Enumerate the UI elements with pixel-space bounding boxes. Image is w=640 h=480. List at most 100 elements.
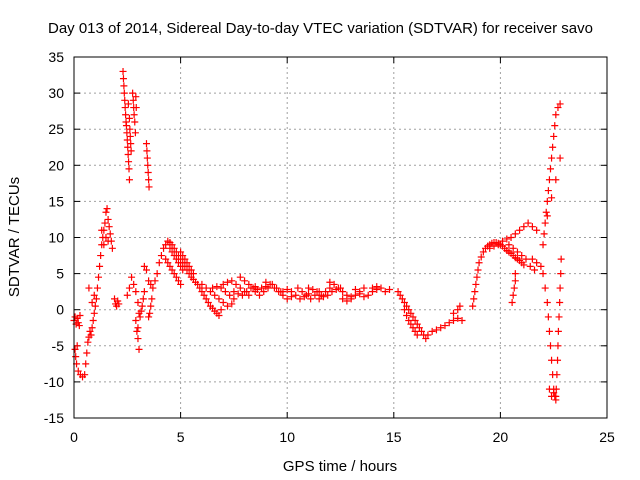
- data-point: [251, 288, 259, 296]
- data-point: [552, 176, 560, 184]
- data-point: [554, 104, 562, 112]
- data-point: [511, 230, 519, 238]
- data-point: [544, 313, 552, 321]
- y-tick-label: 25: [48, 121, 64, 137]
- data-point: [548, 356, 556, 364]
- data-point: [145, 313, 153, 321]
- data-point: [174, 277, 182, 285]
- y-tick-label: 10: [48, 230, 64, 246]
- data-point: [166, 262, 174, 270]
- data-point: [101, 219, 109, 227]
- data-point: [456, 302, 464, 310]
- data-point: [124, 143, 132, 151]
- data-point: [90, 291, 98, 299]
- data-point: [396, 291, 404, 299]
- data-point: [360, 284, 368, 292]
- data-point: [557, 255, 565, 263]
- data-point: [215, 295, 223, 303]
- data-point: [553, 371, 561, 379]
- data-point: [143, 147, 151, 155]
- data-point: [88, 298, 96, 306]
- x-tick-label: 15: [386, 429, 402, 445]
- data-point: [400, 298, 408, 306]
- data-point: [415, 324, 423, 332]
- data-point: [219, 280, 227, 288]
- data-point: [472, 280, 480, 288]
- data-point: [217, 284, 225, 292]
- data-point: [475, 259, 483, 267]
- data-point: [137, 307, 145, 315]
- data-point: [509, 291, 517, 299]
- data-point: [140, 288, 148, 296]
- data-point: [155, 259, 163, 267]
- data-point: [125, 176, 133, 184]
- data-point: [324, 291, 332, 299]
- data-point: [181, 255, 189, 263]
- data-point: [86, 327, 94, 335]
- data-point: [398, 295, 406, 303]
- data-point: [177, 248, 185, 256]
- data-point: [543, 212, 551, 220]
- data-point: [445, 319, 453, 327]
- data-point: [294, 284, 302, 292]
- data-point: [411, 327, 419, 335]
- data-point: [556, 154, 564, 162]
- data-point: [104, 237, 112, 245]
- data-point: [522, 255, 530, 263]
- data-point: [236, 284, 244, 292]
- data-point: [144, 169, 152, 177]
- data-point: [166, 244, 174, 252]
- data-point: [307, 295, 315, 303]
- data-point: [85, 284, 93, 292]
- data-point: [449, 317, 457, 325]
- data-point: [224, 278, 232, 286]
- data-point: [76, 311, 84, 319]
- data-point: [330, 280, 338, 288]
- data-point: [185, 262, 193, 270]
- data-point: [554, 327, 562, 335]
- data-point: [130, 111, 138, 119]
- data-point: [343, 297, 351, 305]
- data-point: [123, 129, 131, 137]
- data-point: [75, 322, 83, 330]
- y-tick-label: 35: [48, 49, 64, 65]
- data-point: [539, 241, 547, 249]
- data-point: [145, 176, 153, 184]
- data-point: [473, 273, 481, 281]
- data-point: [507, 234, 515, 241]
- data-point: [170, 252, 178, 260]
- data-point: [245, 291, 253, 299]
- data-point: [339, 295, 347, 303]
- data-point: [441, 322, 449, 330]
- x-tick-label: 10: [279, 429, 295, 445]
- data-point: [550, 132, 558, 140]
- data-point: [102, 208, 110, 216]
- data-point: [92, 295, 100, 303]
- data-point: [134, 324, 142, 332]
- x-tick-label: 20: [493, 429, 509, 445]
- data-point: [72, 353, 80, 361]
- data-point: [132, 288, 140, 296]
- data-point: [200, 291, 208, 299]
- data-point: [187, 266, 195, 274]
- data-point: [232, 280, 240, 288]
- data-point: [143, 154, 151, 162]
- data-point: [262, 278, 270, 286]
- data-point: [243, 288, 251, 296]
- data-point: [545, 176, 553, 184]
- data-point: [470, 295, 478, 303]
- data-point: [279, 288, 287, 296]
- data-point: [105, 223, 113, 231]
- data-point: [409, 313, 417, 321]
- x-tick-label: 5: [177, 429, 185, 445]
- data-point: [428, 327, 436, 335]
- data-point: [145, 277, 153, 285]
- data-point: [555, 313, 563, 321]
- data-point: [123, 136, 131, 144]
- data-point: [125, 114, 133, 122]
- data-point: [73, 342, 81, 350]
- data-point: [174, 259, 182, 267]
- data-point: [533, 226, 541, 234]
- data-point: [403, 311, 411, 319]
- data-point: [93, 284, 101, 292]
